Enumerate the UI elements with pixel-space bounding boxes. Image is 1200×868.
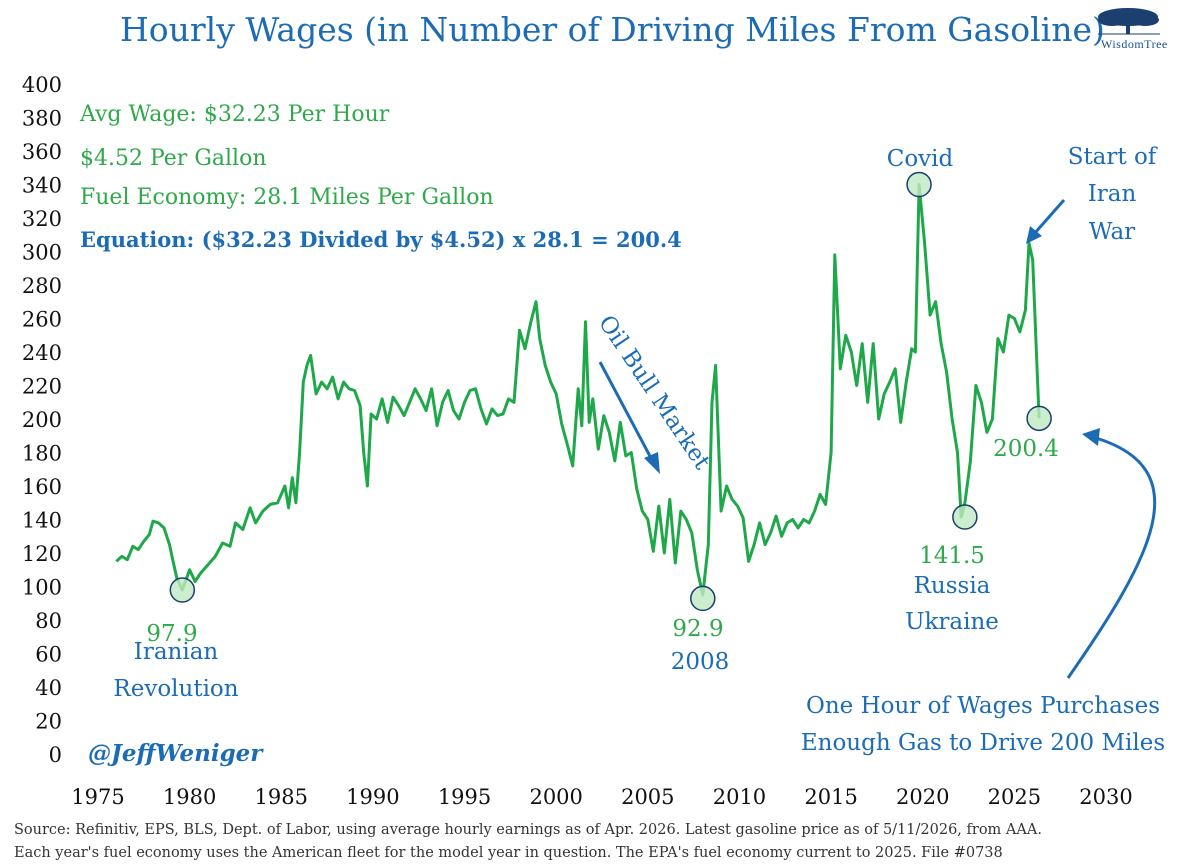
y-tick-label: 400 (22, 73, 62, 97)
author-handle: @JeffWeniger (88, 740, 264, 767)
x-tick-label: 1975 (71, 785, 124, 809)
covid-label: Covid (887, 146, 954, 172)
russia-label-line1: Russia (914, 573, 991, 599)
highlight-marker (906, 171, 932, 198)
source-line1: Source: Refinitiv, EPS, BLS, Dept. of La… (14, 822, 1042, 838)
equation-label: Equation: ($32.23 Divided by $4.52) x 28… (80, 227, 682, 252)
y-axis-ticks: 0 20 40 60 80 100 120 140 160 180 200 220 240 260 280 3… (22, 73, 62, 767)
y-tick-label: 260 (22, 308, 62, 332)
y-tick-label: 280 (22, 274, 62, 298)
highlight-marker (169, 577, 196, 603)
y-tick-label: 20 (35, 710, 62, 734)
oil-bull-arrow (598, 361, 654, 461)
x-tick-label: 2015 (804, 785, 857, 809)
highlight-marker (952, 504, 978, 530)
iranian-label-line1: Iranian (134, 639, 219, 665)
y-tick-label: 60 (35, 643, 62, 667)
russia-value-label: 141.5 (919, 543, 985, 569)
y-tick-label: 200 (22, 408, 62, 432)
y-tick-label: 40 (35, 676, 62, 700)
gfc-year-label: 2008 (671, 649, 730, 675)
iranian-label-line2: Revolution (113, 676, 238, 702)
x-tick-label: 1990 (346, 785, 399, 809)
iranian-value-label: 97.9 (146, 621, 197, 647)
iran-war-arrowhead (1026, 226, 1042, 244)
x-tick-label: 1995 (438, 785, 491, 809)
logo-text: WisdomTree (1101, 37, 1168, 51)
y-tick-label: 240 (22, 341, 62, 365)
gas-price-label: $4.52 Per Gallon (80, 146, 267, 171)
y-tick-label: 80 (35, 609, 62, 633)
fuel-economy-label: Fuel Economy: 28.1 Miles Per Gallon (80, 185, 494, 210)
x-tick-label: 1980 (163, 785, 216, 809)
x-tick-label: 2030 (1079, 785, 1132, 809)
y-tick-label: 100 (22, 576, 62, 600)
x-tick-label: 2005 (621, 785, 674, 809)
highlight-markers (169, 171, 1052, 612)
iran-war-line1: Start of (1068, 144, 1158, 170)
iran-war-arrow (1032, 199, 1066, 235)
y-tick-label: 320 (22, 207, 62, 231)
wisdomtree-logo: WisdomTree (1098, 8, 1168, 51)
x-tick-label: 2000 (529, 785, 582, 809)
x-tick-label: 2025 (988, 785, 1041, 809)
iran-war-line3: War (1089, 219, 1135, 245)
y-tick-label: 300 (22, 241, 62, 265)
avg-wage-label: Avg Wage: $32.23 Per Hour (79, 102, 390, 127)
russia-label-line2: Ukraine (905, 609, 999, 635)
y-tick-label: 340 (22, 174, 62, 198)
y-tick-label: 380 (22, 107, 62, 131)
y-tick-label: 140 (22, 509, 62, 533)
y-tick-label: 220 (22, 375, 62, 399)
y-tick-label: 120 (22, 542, 62, 566)
source-line2: Each year's fuel economy uses the Americ… (14, 845, 1003, 861)
note-arrow (1066, 436, 1157, 679)
y-tick-label: 180 (22, 442, 62, 466)
y-tick-label: 160 (22, 475, 62, 499)
chart-title: Hourly Wages (in Number of Driving Miles… (120, 10, 1105, 49)
note-arrowhead (1082, 428, 1100, 446)
note-line2: Enough Gas to Drive 200 Miles (801, 730, 1165, 756)
x-tick-label: 2010 (713, 785, 766, 809)
x-axis-ticks: 1975 1980 1985 1990 1995 2000 2005 2010 2015 2020… (71, 785, 1132, 809)
x-tick-label: 2020 (896, 785, 949, 809)
y-tick-label: 0 (49, 743, 62, 767)
oil-bull-arrowhead (644, 452, 660, 474)
highlight-marker (1026, 405, 1052, 432)
highlight-marker (690, 585, 716, 612)
note-line1: One Hour of Wages Purchases (806, 693, 1160, 719)
x-tick-label: 1985 (255, 785, 308, 809)
current-value-label: 200.4 (993, 436, 1059, 462)
tree-icon (1098, 8, 1160, 35)
series-line (115, 183, 1041, 597)
gfc-value-label: 92.9 (672, 616, 723, 642)
iran-war-line2: Iran (1088, 181, 1137, 207)
y-tick-label: 360 (22, 140, 62, 164)
